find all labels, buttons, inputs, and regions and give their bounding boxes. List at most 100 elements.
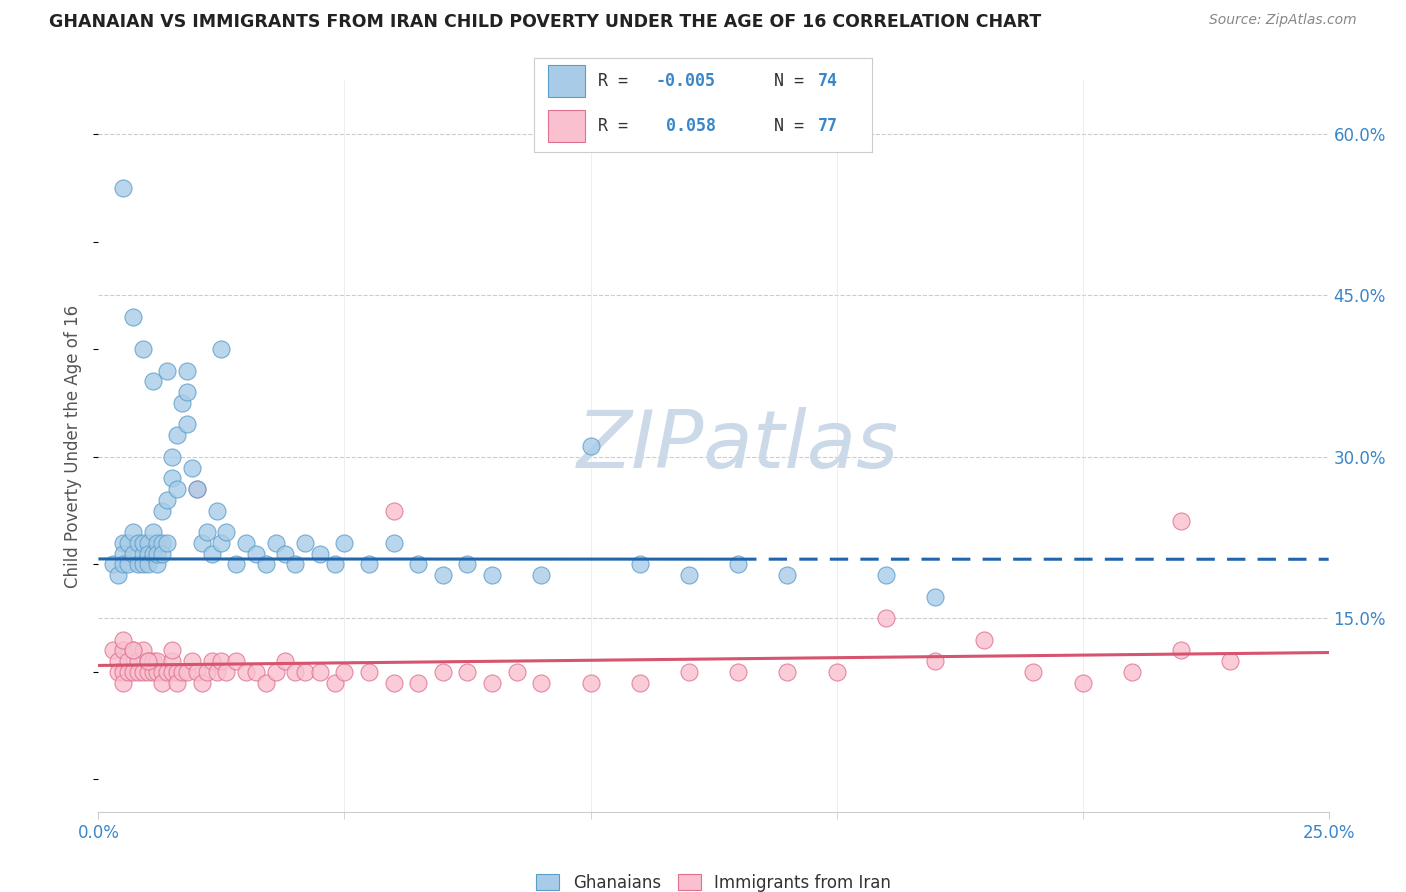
Point [162,665,183,679]
Point [152,665,174,679]
Point [973,632,995,647]
Point [309,665,332,679]
Point [294,665,316,679]
Point [359,558,381,572]
Point [132,547,155,561]
Text: -0.005: -0.005 [655,72,716,90]
Point [186,482,208,496]
Point [506,665,529,679]
Point [924,654,946,668]
Text: 0.058: 0.058 [655,118,716,136]
Text: N =: N = [754,72,814,90]
Point [579,439,602,453]
Point [456,558,478,572]
Point [211,342,233,356]
Point [132,536,155,550]
Point [225,558,247,572]
Point [127,665,149,679]
Text: ZIPatlas: ZIPatlas [576,407,900,485]
Point [323,558,346,572]
Point [1121,665,1143,679]
Point [274,547,297,561]
Point [181,460,204,475]
Point [456,665,478,679]
Point [776,665,799,679]
Point [156,536,179,550]
Point [1022,665,1045,679]
Point [191,675,214,690]
Point [678,568,700,582]
Point [103,558,125,572]
Point [432,665,454,679]
Text: R =: R = [599,118,638,136]
Point [875,611,897,625]
Point [122,310,145,324]
Point [152,503,174,517]
Text: 77: 77 [818,118,838,136]
Point [201,654,224,668]
Point [235,536,257,550]
Point [176,385,198,400]
Point [122,665,145,679]
Point [103,643,125,657]
Point [162,450,183,464]
Point [172,665,194,679]
Point [1219,654,1241,668]
Point [201,547,224,561]
Point [107,568,129,582]
Point [122,643,145,657]
Point [132,665,155,679]
Point [156,665,179,679]
Point [727,558,749,572]
Point [309,547,332,561]
Point [166,665,188,679]
Point [211,536,233,550]
Point [245,547,267,561]
Point [530,675,553,690]
Bar [548,111,585,142]
Point [274,654,297,668]
Text: R =: R = [599,72,638,90]
Point [678,665,700,679]
Point [112,536,135,550]
Point [136,558,159,572]
Point [382,503,405,517]
Point [112,643,135,657]
Point [156,492,179,507]
Point [481,568,503,582]
Point [382,536,405,550]
Point [136,547,159,561]
Point [176,665,198,679]
Point [408,558,430,572]
Point [146,654,169,668]
Point [186,665,208,679]
Point [162,654,183,668]
Point [107,654,129,668]
Point [166,675,188,690]
Point [152,547,174,561]
Point [146,536,169,550]
Point [112,632,135,647]
Point [132,558,155,572]
Legend: Ghanaians, Immigrants from Iran: Ghanaians, Immigrants from Iran [530,867,897,892]
Point [323,675,346,690]
Point [127,536,149,550]
Point [1170,514,1192,528]
Point [382,675,405,690]
Point [284,665,307,679]
Point [359,665,381,679]
Point [112,675,135,690]
Point [172,396,194,410]
Point [162,643,183,657]
Point [181,654,204,668]
Point [142,547,165,561]
Text: Source: ZipAtlas.com: Source: ZipAtlas.com [1209,13,1357,28]
Point [195,524,218,539]
Point [136,654,159,668]
Point [132,342,155,356]
Point [162,471,183,485]
Point [211,654,233,668]
Point [264,665,287,679]
Point [112,547,135,561]
Point [146,665,169,679]
